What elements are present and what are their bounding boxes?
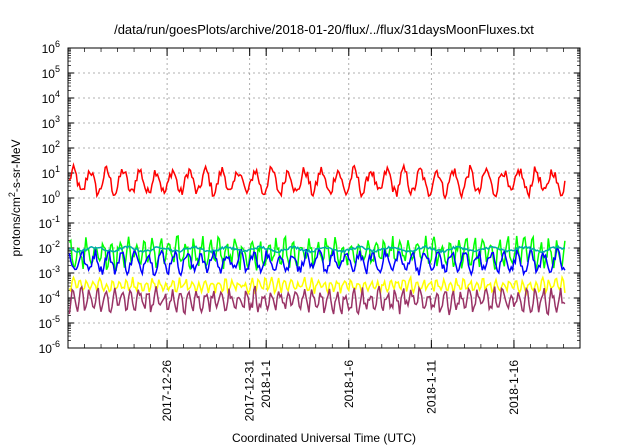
y-tick-base: 10 (42, 92, 56, 106)
y-tick-label: 10-4 (39, 289, 60, 306)
y-tick-base: 10 (42, 42, 56, 56)
x-tick-label: 2017-12-31 (243, 360, 257, 422)
y-tick-label: 10-2 (39, 239, 60, 256)
x-tick-label: 2018-1-11 (424, 360, 438, 414)
y-axis-label-sup: 2 (7, 192, 17, 197)
y-tick-label: 101 (42, 164, 60, 181)
grid (68, 48, 580, 348)
y-tick-base: 10 (39, 342, 53, 356)
y-tick-label: 106 (42, 39, 60, 56)
axis-ticks: 10-610-510-410-310-210-11001011021031041… (39, 39, 581, 422)
y-tick-exp: 5 (55, 64, 60, 74)
y-tick-base: 10 (39, 242, 53, 256)
y-tick-label: 10-5 (39, 314, 60, 331)
y-axis-label-pre: protons/cm (9, 197, 23, 256)
series-line (68, 285, 566, 317)
y-tick-label: 10-6 (39, 339, 60, 356)
y-tick-base: 10 (42, 117, 56, 131)
y-tick-label: 10-1 (39, 214, 60, 231)
y-tick-label: 104 (42, 89, 60, 106)
y-tick-base: 10 (39, 217, 53, 231)
y-tick-base: 10 (42, 167, 56, 181)
y-tick-label: 103 (42, 114, 60, 131)
y-tick-base: 10 (42, 142, 56, 156)
y-tick-exp: 1 (55, 164, 60, 174)
y-tick-exp: -1 (52, 214, 60, 224)
plot-frame (67, 47, 581, 349)
y-tick-exp: 3 (55, 114, 60, 124)
series-lines (68, 162, 566, 317)
y-tick-base: 10 (39, 317, 53, 331)
x-axis-label: Coordinated Universal Time (UTC) (232, 431, 416, 445)
y-axis-label-post: -s-sr-MeV (9, 139, 23, 192)
x-tick-label: 2018-1-1 (259, 360, 273, 408)
y-tick-base: 10 (39, 267, 53, 281)
series-line (69, 244, 566, 254)
x-tick-label: 2018-1-6 (342, 360, 356, 408)
y-tick-label: 102 (42, 139, 60, 156)
y-tick-exp: -4 (52, 289, 60, 299)
series-line (68, 274, 566, 297)
x-tick-label: 2017-12-26 (160, 360, 174, 422)
chart-title: /data/run/goesPlots/archive/2018-01-20/f… (114, 22, 534, 37)
y-tick-label: 10-3 (39, 264, 60, 281)
y-tick-exp: 4 (55, 89, 60, 99)
y-axis-label: protons/cm2-s-sr-MeV (7, 139, 23, 256)
series-line (68, 162, 566, 200)
y-tick-exp: -6 (52, 339, 60, 349)
y-tick-label: 105 (42, 64, 60, 81)
y-tick-exp: -2 (52, 239, 60, 249)
y-tick-exp: -3 (52, 264, 60, 274)
y-tick-exp: -5 (52, 314, 60, 324)
y-tick-exp: 0 (55, 189, 60, 199)
y-tick-exp: 6 (55, 39, 60, 49)
series-line (68, 246, 566, 277)
y-tick-base: 10 (42, 192, 56, 206)
y-tick-exp: 2 (55, 139, 60, 149)
y-tick-base: 10 (39, 292, 53, 306)
x-tick-label: 2018-1-16 (507, 360, 521, 415)
y-tick-base: 10 (42, 67, 56, 81)
y-tick-label: 100 (42, 189, 60, 206)
